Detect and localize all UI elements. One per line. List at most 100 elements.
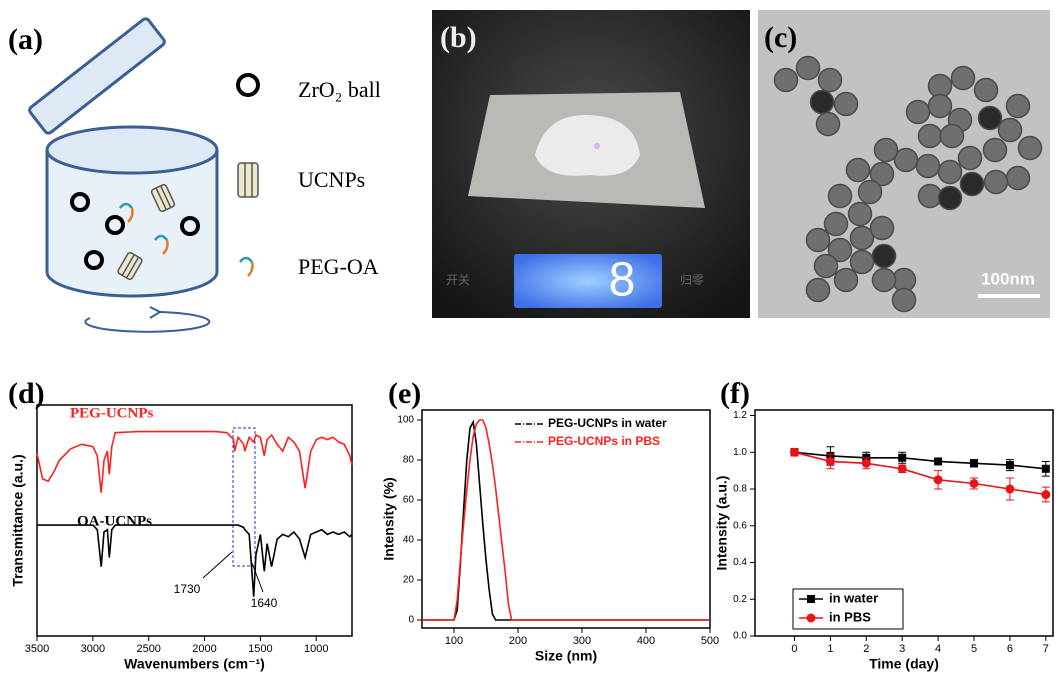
x-tick-label: 1000 bbox=[304, 643, 328, 655]
x-tick-label: 300 bbox=[573, 635, 591, 647]
x-tick-label: 400 bbox=[637, 635, 655, 647]
y-tick-label: 60 bbox=[403, 495, 415, 506]
x-axis-label: Wavenumbers (cm⁻¹) bbox=[124, 656, 265, 672]
y-tick-label: 20 bbox=[403, 575, 415, 586]
particle bbox=[975, 79, 998, 102]
particle bbox=[797, 57, 820, 80]
x-tick-label: 7 bbox=[1043, 643, 1049, 655]
legend-label: in water bbox=[829, 590, 878, 605]
panel-label: (a) bbox=[8, 23, 43, 56]
particle bbox=[919, 125, 942, 148]
particle bbox=[1019, 137, 1042, 160]
jar-top bbox=[47, 127, 217, 173]
x-tick-label: 1 bbox=[827, 643, 833, 655]
particle bbox=[979, 107, 1002, 130]
legend-label: PEG-OA bbox=[298, 254, 379, 279]
x-tick-label: 2000 bbox=[192, 643, 216, 655]
x-tick-label: 6 bbox=[1007, 643, 1013, 655]
x-tick-label: 5 bbox=[971, 643, 977, 655]
particle bbox=[873, 269, 896, 292]
y-tick-label: 40 bbox=[403, 535, 415, 546]
display-digit: 8 bbox=[609, 254, 636, 307]
series-line bbox=[37, 432, 352, 493]
y-tick-label: 0.6 bbox=[733, 520, 747, 531]
x-tick-label: 2 bbox=[863, 643, 869, 655]
x-tick-label: 1500 bbox=[248, 643, 272, 655]
particle bbox=[929, 95, 952, 118]
y-tick-label: 80 bbox=[403, 455, 415, 466]
panel-label: (c) bbox=[764, 21, 797, 54]
arrow-head bbox=[150, 307, 160, 318]
legend-label: UCNPs bbox=[298, 167, 365, 192]
x-axis-label: Size (nm) bbox=[535, 648, 597, 664]
particle bbox=[859, 181, 882, 204]
y-tick-label: 0.2 bbox=[733, 594, 747, 605]
marker bbox=[826, 457, 835, 466]
marker bbox=[970, 459, 978, 467]
x-tick-label: 2500 bbox=[136, 643, 160, 655]
legend-marker bbox=[807, 595, 815, 603]
panel-label: (b) bbox=[440, 21, 477, 54]
particle bbox=[829, 185, 852, 208]
marker bbox=[1006, 461, 1014, 469]
particle bbox=[999, 119, 1022, 142]
annotation-arrow bbox=[203, 552, 232, 578]
particle bbox=[875, 139, 898, 162]
marker bbox=[1042, 465, 1050, 473]
x-tick-label: 3 bbox=[899, 643, 905, 655]
y-axis-label: Intensity (%) bbox=[381, 477, 397, 560]
particle bbox=[984, 139, 1007, 162]
y-axis-label: Intensity (a.u.) bbox=[714, 476, 730, 571]
particle bbox=[939, 161, 962, 184]
y-tick-label: 0 bbox=[408, 615, 414, 626]
annotation: 1640 bbox=[251, 596, 278, 610]
particle bbox=[847, 159, 870, 182]
particle bbox=[849, 203, 872, 226]
marker bbox=[898, 454, 906, 462]
scale-bar-label: 100nm bbox=[981, 269, 1035, 288]
particle bbox=[959, 147, 982, 170]
x-tick-label: 0 bbox=[791, 643, 797, 655]
scale-button: 开关 bbox=[446, 273, 470, 287]
particle bbox=[907, 101, 930, 124]
particle bbox=[807, 279, 830, 302]
particle bbox=[917, 155, 940, 178]
marker bbox=[934, 475, 943, 484]
legend-label: PEG-UCNPs in PBS bbox=[548, 434, 660, 448]
series-line bbox=[422, 420, 710, 620]
particle bbox=[835, 93, 858, 116]
particle bbox=[819, 69, 842, 92]
y-tick-label: 0.8 bbox=[733, 484, 747, 495]
y-axis-label: Transmittance (a.u.) bbox=[10, 454, 26, 586]
particle bbox=[807, 229, 830, 252]
particle bbox=[939, 187, 962, 210]
panel-label: (e) bbox=[388, 377, 421, 410]
marker bbox=[862, 459, 871, 468]
marker bbox=[790, 448, 799, 457]
marker bbox=[898, 464, 907, 473]
annotation: 1730 bbox=[174, 582, 201, 596]
marker bbox=[970, 479, 979, 488]
particle bbox=[835, 269, 858, 292]
y-tick-label: 100 bbox=[397, 415, 414, 426]
particle bbox=[941, 125, 964, 148]
legend-label: in PBS bbox=[829, 609, 871, 624]
marker bbox=[1005, 485, 1014, 494]
particle bbox=[811, 91, 834, 114]
legend-label: PEG-UCNPs in water bbox=[548, 416, 667, 430]
marker bbox=[934, 457, 942, 465]
x-tick-label: 100 bbox=[445, 635, 463, 647]
particle bbox=[985, 171, 1008, 194]
particle bbox=[873, 245, 896, 268]
x-tick-label: 4 bbox=[935, 643, 941, 655]
legend-label: ZrO₂ ball bbox=[298, 77, 381, 102]
particle bbox=[815, 255, 838, 278]
figure: ZrO₂ ball UCNPs PEG-OA 8 开关 归零 100nm (a)… bbox=[0, 0, 1058, 677]
series-label: OA-UCNPs bbox=[77, 513, 152, 529]
lid bbox=[28, 17, 166, 135]
x-axis-label: Time (day) bbox=[869, 656, 939, 672]
scale-photo bbox=[432, 10, 750, 318]
x-tick-label: 3000 bbox=[81, 643, 105, 655]
mill-diagram bbox=[28, 17, 217, 332]
y-tick-label: 0.0 bbox=[733, 631, 747, 642]
